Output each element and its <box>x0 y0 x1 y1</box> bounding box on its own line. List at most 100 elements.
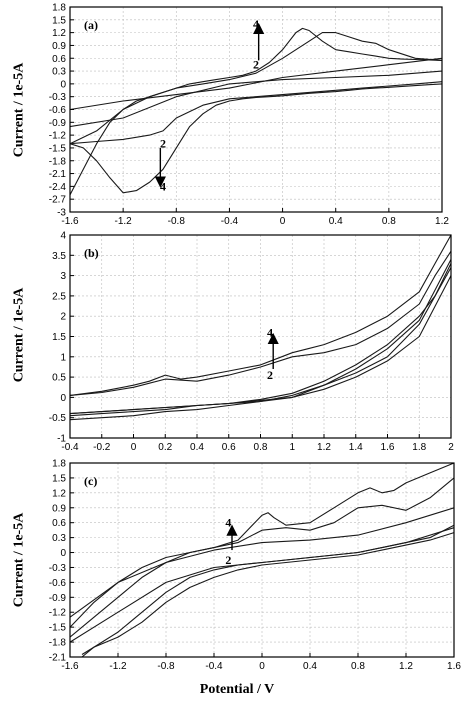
x-tick-label: 1.6 <box>447 661 461 672</box>
y-tick-label: 0.3 <box>52 67 66 78</box>
series-a-1 <box>69 27 443 196</box>
y-tick-label: -2.1 <box>49 653 67 664</box>
y-tick-label: 0 <box>60 393 66 404</box>
y-tick-label: -0.5 <box>49 413 67 424</box>
x-tick-label: 0.8 <box>254 442 268 453</box>
x-tick-label: 2 <box>448 442 454 453</box>
cycle-annotation: 2 <box>267 368 273 382</box>
x-axis-label: Potential / V <box>199 682 275 697</box>
x-tick-label: -0.4 <box>205 661 223 672</box>
y-tick-label: 1.5 <box>52 473 66 484</box>
x-tick-label: 1.2 <box>399 661 413 672</box>
x-tick-label: 0.2 <box>158 442 172 453</box>
x-tick-label: 1.8 <box>412 442 426 453</box>
series-a-6 <box>69 70 443 128</box>
y-tick-label: 1.8 <box>52 3 66 14</box>
y-tick-label: -0.9 <box>49 593 67 604</box>
x-tick-label: 0.8 <box>382 216 396 227</box>
cycle-annotation: 4 <box>267 325 273 339</box>
y-tick-label: -0.3 <box>49 563 67 574</box>
y-tick-label: 0.3 <box>52 533 66 544</box>
series-c-3 <box>69 477 455 638</box>
y-tick-label: 3.5 <box>52 251 66 262</box>
x-tick-label: -1.2 <box>109 661 127 672</box>
y-tick-label: -1 <box>57 434 66 445</box>
cycle-annotation: 4 <box>160 179 166 193</box>
x-tick-label: -0.8 <box>157 661 175 672</box>
x-tick-label: 0.4 <box>303 661 317 672</box>
x-tick-label: -0.2 <box>93 442 111 453</box>
y-tick-label: 3 <box>60 271 66 282</box>
panel-label-c: (c) <box>84 474 97 488</box>
y-tick-label: -1.5 <box>49 623 67 634</box>
series-c-6 <box>69 527 455 643</box>
panel-label-a: (a) <box>84 18 98 32</box>
y-tick-label: 0.9 <box>52 503 66 514</box>
x-tick-label: -1.2 <box>115 216 133 227</box>
cycle-annotation: 4 <box>225 516 231 530</box>
y-tick-label: 0.5 <box>52 373 66 384</box>
cycle-annotation: 4 <box>253 17 259 31</box>
y-tick-label: -1.8 <box>49 156 67 167</box>
series-b-6 <box>69 275 452 415</box>
y-tick-label: 0.6 <box>52 54 66 65</box>
x-tick-label: -0.4 <box>221 216 239 227</box>
y-tick-label: 1.5 <box>52 332 66 343</box>
x-tick-label: -1.6 <box>61 216 79 227</box>
series-c-2 <box>81 524 455 658</box>
x-tick-label: -0.4 <box>61 442 79 453</box>
y-tick-label: 4 <box>60 231 66 242</box>
y-tick-label: 1 <box>60 352 66 363</box>
series-a-5 <box>69 57 443 111</box>
x-tick-label: 1.6 <box>381 442 395 453</box>
y-tick-label: 0 <box>60 79 66 90</box>
x-tick-label: 0.4 <box>329 216 343 227</box>
x-tick-label: 1.2 <box>435 216 449 227</box>
y-tick-label: 2.5 <box>52 291 66 302</box>
x-tick-label: 1 <box>289 442 295 453</box>
x-tick-label: -1.6 <box>61 661 79 672</box>
x-tick-label: 0 <box>259 661 265 672</box>
y-axis-label-b: Current / 1e-5A <box>11 287 27 383</box>
x-tick-label: 0.4 <box>190 442 204 453</box>
y-tick-label: 0 <box>60 548 66 559</box>
y-tick-label: -0.3 <box>49 92 67 103</box>
y-tick-label: -3 <box>57 208 66 219</box>
cycle-annotation: 2 <box>253 58 259 72</box>
x-tick-label: 1.2 <box>317 442 331 453</box>
x-tick-label: -0.8 <box>168 216 186 227</box>
series-c-4 <box>81 532 455 655</box>
panel-c: -1.6 -1.2 -0.8 -0.4 0 0.4 0.8 1.2 1.6 1.8 1.5 1.2 0.… <box>49 459 462 673</box>
panel-a: -1.6 -1.2 -0.8 -0.4 0 0.4 0.8 1.2 1.81.5 1.2 0.9 0.… <box>49 3 450 228</box>
cycle-annotation: 2 <box>225 553 231 567</box>
y-tick-label: 1.2 <box>52 488 66 499</box>
y-tick-label: 1.5 <box>52 15 66 26</box>
y-tick-label: -0.6 <box>49 578 67 589</box>
y-axis-label-a: Current / 1e-5A <box>11 62 27 158</box>
panel-b: -0.4 -0.2 0 0.2 0.4 0.6 0.8 1 1.2 1.4 1.6 1.8 2 4 3.5 3… <box>49 231 454 454</box>
x-tick-label: 0.8 <box>351 661 365 672</box>
y-tick-label: 1.8 <box>52 459 66 470</box>
x-tick-label: 0 <box>131 442 137 453</box>
x-tick-label: 1.4 <box>349 442 363 453</box>
series-b-1 <box>69 234 452 396</box>
series-a-2 <box>69 83 443 194</box>
y-tick-label: -0.6 <box>49 105 67 116</box>
y-tick-label: -1.2 <box>49 608 67 619</box>
y-tick-label: 0.9 <box>52 41 66 52</box>
y-tick-label: -1.2 <box>49 131 67 142</box>
y-tick-label: -1.5 <box>49 143 67 154</box>
y-tick-label: 0.6 <box>52 518 66 529</box>
y-tick-label: 1.2 <box>52 28 66 39</box>
y-tick-label: -2.4 <box>49 182 67 193</box>
series-a-4 <box>69 81 443 145</box>
y-tick-label: 2 <box>60 312 66 323</box>
series-c-1 <box>69 462 455 628</box>
x-tick-label: 0 <box>280 216 286 227</box>
y-tick-label: -2.7 <box>49 195 67 206</box>
series-c-5 <box>69 507 455 618</box>
y-tick-label: -0.9 <box>49 118 67 129</box>
y-axis-label-c: Current / 1e-5A <box>11 512 27 608</box>
x-tick-label: 0.6 <box>222 442 236 453</box>
